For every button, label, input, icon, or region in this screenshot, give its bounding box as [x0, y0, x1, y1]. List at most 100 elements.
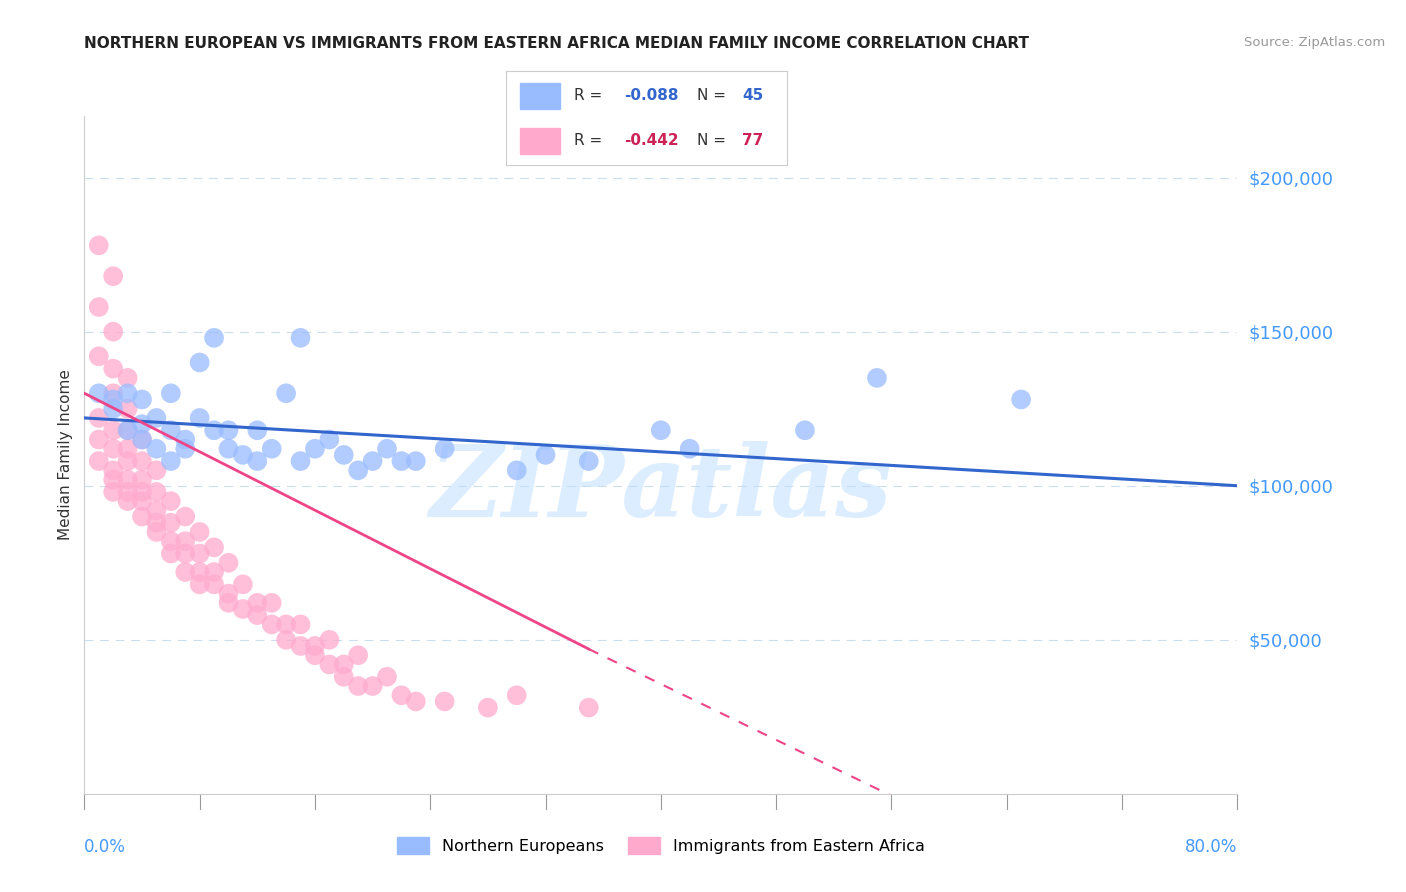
- Point: [117, 423, 139, 437]
- Point: [103, 463, 125, 477]
- Point: [332, 448, 354, 462]
- Point: [304, 648, 326, 663]
- Point: [117, 371, 139, 385]
- Point: [174, 565, 197, 579]
- Point: [160, 494, 183, 508]
- Point: [87, 300, 110, 314]
- Point: [131, 509, 153, 524]
- Point: [145, 442, 167, 456]
- Point: [361, 679, 384, 693]
- Legend: Northern Europeans, Immigrants from Eastern Africa: Northern Europeans, Immigrants from East…: [391, 831, 931, 861]
- Point: [260, 617, 283, 632]
- Text: -0.442: -0.442: [624, 133, 679, 148]
- Point: [290, 617, 312, 632]
- Text: N =: N =: [697, 88, 731, 103]
- Point: [290, 639, 312, 653]
- Text: R =: R =: [574, 88, 607, 103]
- Point: [103, 401, 125, 416]
- Point: [246, 608, 269, 623]
- Point: [375, 442, 398, 456]
- Text: 0.0%: 0.0%: [84, 838, 127, 856]
- Point: [304, 639, 326, 653]
- Point: [202, 423, 225, 437]
- Point: [232, 602, 254, 616]
- Bar: [520, 83, 560, 109]
- Point: [103, 484, 125, 499]
- Text: 77: 77: [742, 133, 763, 148]
- Point: [131, 433, 153, 447]
- Point: [578, 700, 600, 714]
- Point: [679, 442, 702, 456]
- Point: [218, 586, 240, 600]
- Point: [117, 454, 139, 468]
- Point: [131, 494, 153, 508]
- Point: [174, 509, 197, 524]
- Point: [650, 423, 672, 437]
- Y-axis label: Median Family Income: Median Family Income: [58, 369, 73, 541]
- Point: [347, 463, 370, 477]
- Point: [103, 325, 125, 339]
- Point: [145, 484, 167, 499]
- Point: [160, 547, 183, 561]
- Point: [103, 386, 125, 401]
- Point: [332, 657, 354, 672]
- Point: [117, 494, 139, 508]
- Point: [117, 442, 139, 456]
- Point: [202, 565, 225, 579]
- Text: 80.0%: 80.0%: [1185, 838, 1237, 856]
- Point: [87, 386, 110, 401]
- Point: [202, 577, 225, 591]
- Point: [218, 423, 240, 437]
- Point: [218, 442, 240, 456]
- Point: [117, 386, 139, 401]
- Text: Source: ZipAtlas.com: Source: ZipAtlas.com: [1244, 36, 1385, 49]
- Point: [433, 694, 456, 708]
- Point: [232, 448, 254, 462]
- Point: [506, 463, 529, 477]
- Point: [117, 401, 139, 416]
- Point: [117, 423, 139, 437]
- Point: [405, 454, 427, 468]
- Point: [188, 411, 211, 425]
- Point: [477, 700, 499, 714]
- Point: [866, 371, 889, 385]
- Text: ZIPatlas: ZIPatlas: [430, 441, 891, 537]
- Point: [347, 679, 370, 693]
- Point: [318, 433, 340, 447]
- Point: [188, 565, 211, 579]
- Point: [145, 463, 167, 477]
- Point: [131, 433, 153, 447]
- Point: [246, 454, 269, 468]
- Point: [160, 534, 183, 549]
- Point: [87, 433, 110, 447]
- Bar: [520, 128, 560, 153]
- Point: [131, 392, 153, 407]
- Point: [246, 423, 269, 437]
- Point: [160, 386, 183, 401]
- Point: [391, 688, 413, 702]
- Point: [347, 648, 370, 663]
- Point: [218, 556, 240, 570]
- Point: [160, 454, 183, 468]
- Point: [103, 361, 125, 376]
- Text: R =: R =: [574, 133, 607, 148]
- Point: [578, 454, 600, 468]
- Point: [174, 442, 197, 456]
- Point: [160, 516, 183, 530]
- Point: [534, 448, 557, 462]
- Point: [260, 442, 283, 456]
- Point: [318, 632, 340, 647]
- Point: [103, 442, 125, 456]
- Point: [87, 349, 110, 363]
- Point: [145, 503, 167, 517]
- Point: [405, 694, 427, 708]
- Point: [160, 423, 183, 437]
- Point: [202, 331, 225, 345]
- Point: [117, 473, 139, 487]
- Point: [87, 238, 110, 252]
- Point: [276, 632, 298, 647]
- Point: [188, 547, 211, 561]
- Point: [103, 392, 125, 407]
- Point: [103, 269, 125, 284]
- Text: NORTHERN EUROPEAN VS IMMIGRANTS FROM EASTERN AFRICA MEDIAN FAMILY INCOME CORRELA: NORTHERN EUROPEAN VS IMMIGRANTS FROM EAS…: [84, 36, 1029, 51]
